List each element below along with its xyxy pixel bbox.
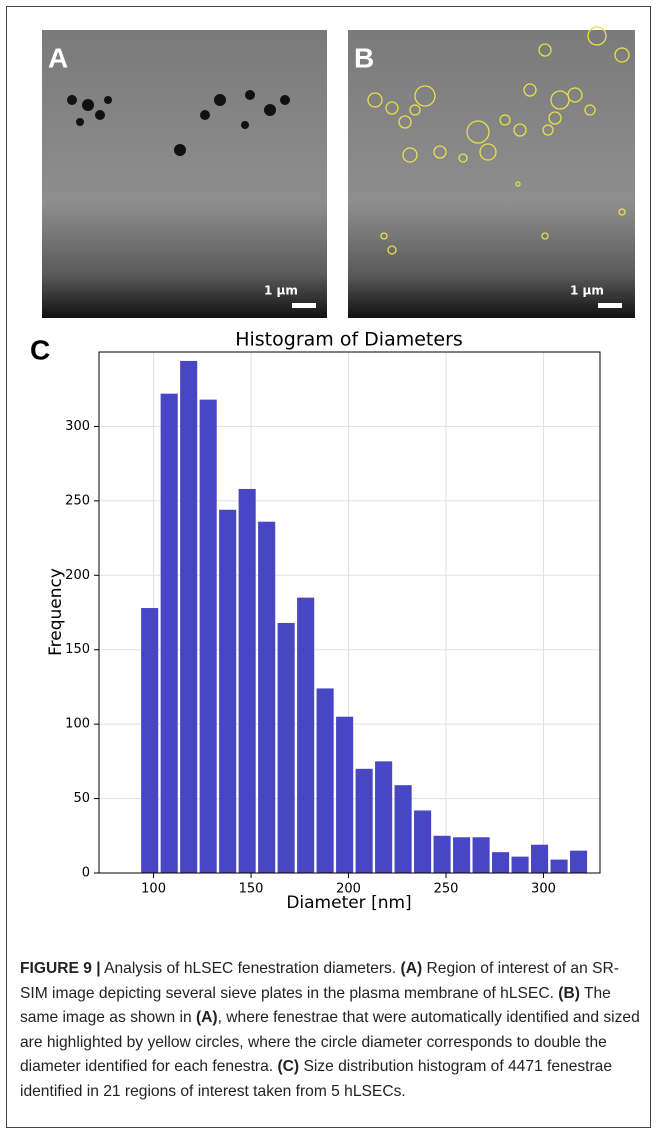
y-axis-label: Frequency — [46, 568, 66, 656]
y-tick-label: 200 — [65, 568, 90, 583]
bar — [180, 360, 198, 874]
caption-text: , where fenestrae that were automaticall… — [20, 1009, 640, 1075]
panel-label: C — [30, 334, 50, 365]
scale-bar — [598, 303, 622, 308]
caption-text: Size distribution histogram of 4471 fene… — [20, 1058, 613, 1100]
bar — [511, 856, 529, 873]
x-axis-label: Diameter [nm] — [286, 893, 411, 913]
chart-title: Histogram of Diameters — [235, 329, 463, 351]
caption: FIGURE 9 | Analysis of hLSEC fenestratio… — [20, 957, 640, 1104]
scale-bar-label: 1 µm — [570, 284, 604, 298]
micrograph — [348, 30, 635, 318]
plot-frame — [98, 351, 601, 874]
bar — [258, 521, 276, 873]
bar — [570, 850, 588, 873]
caption-label: FIGURE 9 | — [20, 960, 101, 977]
bar — [277, 622, 295, 873]
bar — [160, 393, 178, 873]
bar — [492, 852, 510, 873]
caption-text: Region of interest of an SR-SIM image de… — [20, 960, 619, 1002]
bar — [199, 399, 217, 873]
y-tick-label: 300 — [65, 419, 90, 434]
bar — [141, 608, 159, 873]
caption-ref: (B) — [558, 984, 580, 1002]
bar — [219, 509, 237, 873]
panel-label: A — [48, 42, 68, 73]
bar — [394, 785, 412, 873]
bar — [550, 859, 568, 873]
y-tick-label: 100 — [65, 717, 90, 732]
caption-ref: (C) — [277, 1058, 300, 1075]
bar — [414, 810, 432, 873]
x-tick-label: 100 — [141, 882, 166, 897]
scale-bar — [292, 303, 316, 308]
x-tick-label: 250 — [434, 882, 459, 897]
bar — [453, 837, 471, 873]
fenestrae — [67, 90, 290, 156]
bar — [336, 716, 354, 873]
bar — [355, 768, 373, 873]
bar — [297, 597, 315, 873]
x-tick-label: 200 — [336, 882, 361, 897]
panel-label: B — [354, 42, 374, 73]
bar — [472, 837, 490, 873]
scale-bar-label: 1 µm — [264, 284, 298, 298]
x-tick-label: 150 — [239, 882, 264, 897]
y-tick-label: 50 — [73, 791, 90, 806]
bar — [433, 835, 451, 873]
caption-text: Analysis of hLSEC fenestration diameters… — [100, 960, 401, 977]
caption-ref: (A) — [400, 960, 423, 977]
frame — [6, 6, 651, 1128]
caption-ref: (A) — [195, 1009, 218, 1026]
x-tick-label: 300 — [531, 882, 556, 897]
y-tick-label: 0 — [82, 866, 90, 881]
y-tick-label: 250 — [65, 493, 90, 508]
y-tick-label: 150 — [65, 642, 90, 657]
bar — [238, 488, 256, 873]
detection-circles — [367, 26, 630, 255]
micrograph — [42, 30, 327, 318]
bar — [375, 761, 393, 873]
caption-text: The same image as shown in — [20, 984, 611, 1027]
bar — [316, 688, 334, 873]
bar — [531, 844, 549, 873]
